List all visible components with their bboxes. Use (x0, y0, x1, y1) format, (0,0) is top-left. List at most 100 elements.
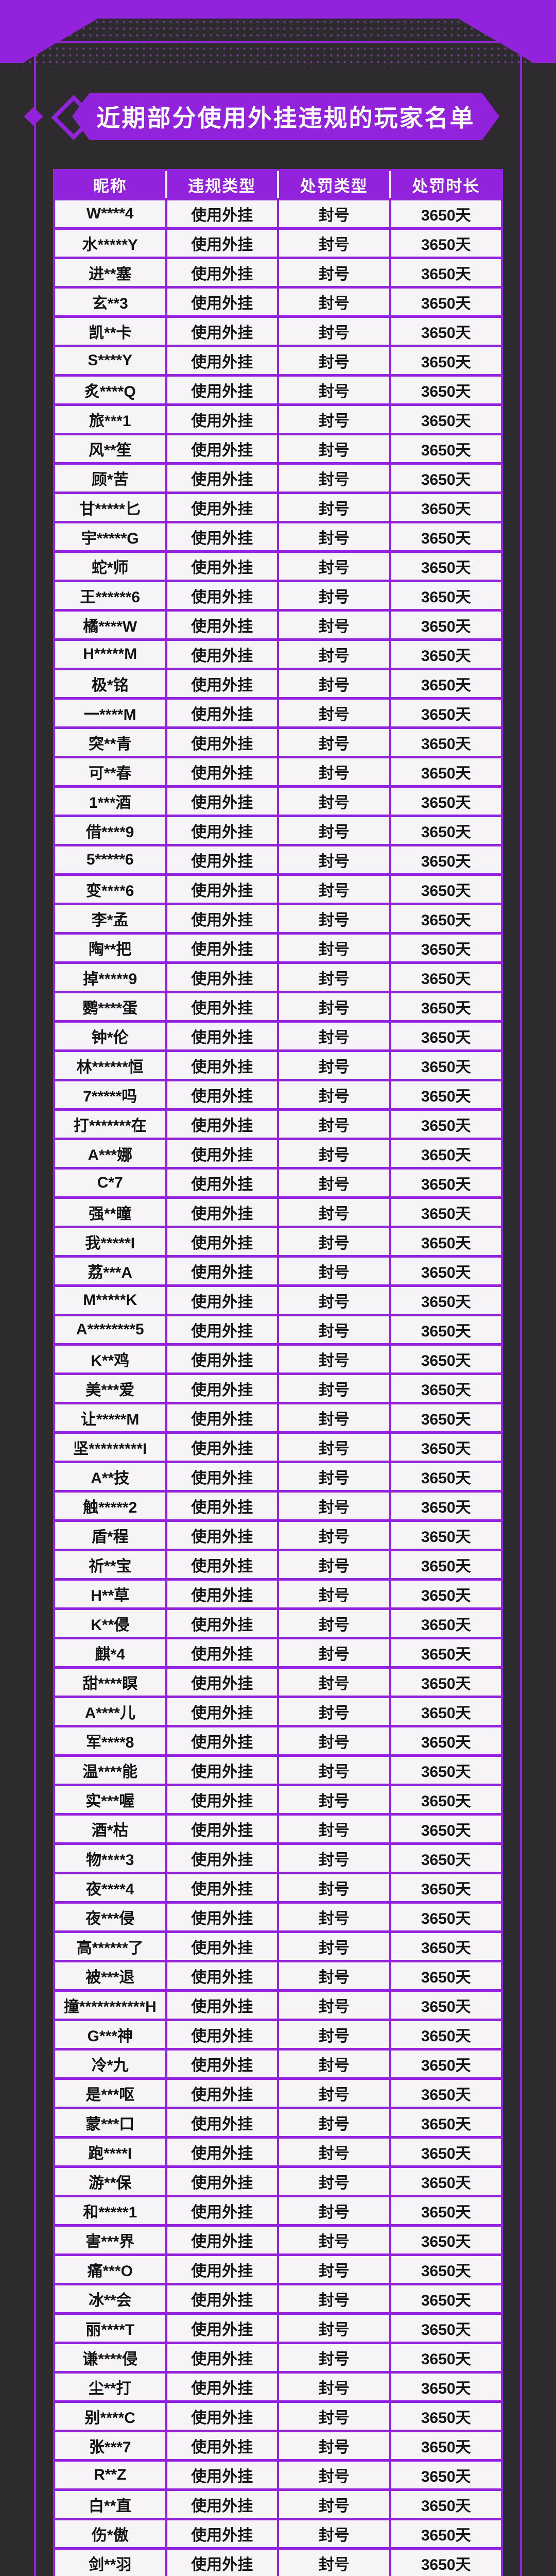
punishment-duration-cell: 3650天 (391, 318, 501, 345)
table-row: 冰**会 使用外挂 封号 3650天 (55, 2285, 501, 2312)
violation-type-cell: 使用外挂 (167, 406, 277, 433)
violation-type-cell: 使用外挂 (167, 2139, 277, 2165)
punishment-type-cell: 封号 (279, 1639, 389, 1666)
table-row: 白**直 使用外挂 封号 3650天 (55, 2491, 501, 2518)
punishment-duration-cell: 3650天 (391, 1581, 501, 1607)
nickname-cell: 顾*苦 (55, 465, 165, 492)
punishment-duration-cell: 3650天 (391, 406, 501, 433)
table-row: 丽****T 使用外挂 封号 3650天 (55, 2315, 501, 2342)
punishment-type-cell: 封号 (279, 377, 389, 403)
nickname-cell: 极*铭 (55, 670, 165, 697)
punishment-type-cell: 封号 (279, 1786, 389, 1813)
punishment-duration-cell: 3650天 (391, 1170, 501, 1196)
table-row: 钟*伦 使用外挂 封号 3650天 (55, 1023, 501, 1049)
violation-type-cell: 使用外挂 (167, 1992, 277, 2019)
table-row: A****儿 使用外挂 封号 3650天 (55, 1698, 501, 1725)
nickname-cell: 5*****6 (55, 846, 165, 873)
violation-type-cell: 使用外挂 (167, 2550, 277, 2576)
nickname-cell: 冰**会 (55, 2285, 165, 2312)
punishment-type-cell: 封号 (279, 1904, 389, 1930)
punishment-type-cell: 封号 (279, 1698, 389, 1725)
table-row: 夜****4 使用外挂 封号 3650天 (55, 1874, 501, 1901)
violation-type-cell: 使用外挂 (167, 788, 277, 815)
nickname-cell: S****Y (55, 347, 165, 374)
table-row: 让*****M 使用外挂 封号 3650天 (55, 1404, 501, 1431)
nickname-cell: 撞***********H (55, 1992, 165, 2019)
table-row: 李*孟 使用外挂 封号 3650天 (55, 905, 501, 932)
punishment-duration-cell: 3650天 (391, 200, 501, 227)
table-row: H**草 使用外挂 封号 3650天 (55, 1581, 501, 1607)
punishment-duration-cell: 3650天 (391, 2256, 501, 2283)
violation-type-cell: 使用外挂 (167, 700, 277, 726)
punishment-duration-cell: 3650天 (391, 1962, 501, 1989)
punishment-duration-cell: 3650天 (391, 1493, 501, 1519)
violation-type-cell: 使用外挂 (167, 2374, 277, 2400)
violation-type-cell: 使用外挂 (167, 993, 277, 1020)
nickname-cell: 冷*九 (55, 2050, 165, 2077)
nickname-cell: 谦****侵 (55, 2344, 165, 2371)
table-row: 凯**卡 使用外挂 封号 3650天 (55, 318, 501, 345)
punishment-type-cell: 封号 (279, 964, 389, 991)
table-row: K**侵 使用外挂 封号 3650天 (55, 1610, 501, 1637)
violation-type-cell: 使用外挂 (167, 2109, 277, 2136)
violation-type-cell: 使用外挂 (167, 1375, 277, 1402)
violation-type-cell: 使用外挂 (167, 465, 277, 492)
punishment-duration-cell: 3650天 (391, 1992, 501, 2019)
table-row: 鹦****蛋 使用外挂 封号 3650天 (55, 993, 501, 1020)
violation-type-cell: 使用外挂 (167, 1081, 277, 1108)
punishment-duration-cell: 3650天 (391, 1199, 501, 1226)
punishment-type-cell: 封号 (279, 2080, 389, 2107)
table-row: 风**笙 使用外挂 封号 3650天 (55, 435, 501, 462)
violation-type-cell: 使用外挂 (167, 964, 277, 991)
punishment-duration-cell: 3650天 (391, 494, 501, 521)
table-row: S****Y 使用外挂 封号 3650天 (55, 347, 501, 374)
punishment-duration-cell: 3650天 (391, 1933, 501, 1960)
punishment-type-cell: 封号 (279, 1404, 389, 1431)
nickname-cell: 痛***O (55, 2256, 165, 2283)
punishment-duration-cell: 3650天 (391, 2139, 501, 2165)
punishment-type-cell: 封号 (279, 2256, 389, 2283)
punishment-duration-cell: 3650天 (391, 347, 501, 374)
nickname-cell: 盾*程 (55, 1522, 165, 1549)
table-row: 突**青 使用外挂 封号 3650天 (55, 729, 501, 756)
punishment-duration-cell: 3650天 (391, 2168, 501, 2195)
table-row: 借****9 使用外挂 封号 3650天 (55, 817, 501, 844)
punishment-type-cell: 封号 (279, 200, 389, 227)
violation-type-cell: 使用外挂 (167, 523, 277, 550)
punishment-duration-cell: 3650天 (391, 2080, 501, 2107)
violation-type-cell: 使用外挂 (167, 318, 277, 345)
punishment-type-cell: 封号 (279, 494, 389, 521)
violation-type-cell: 使用外挂 (167, 1316, 277, 1343)
table-row: 祈**宝 使用外挂 封号 3650天 (55, 1551, 501, 1578)
table-row: 物****3 使用外挂 封号 3650天 (55, 1845, 501, 1872)
violation-type-cell: 使用外挂 (167, 876, 277, 903)
table-body: W****4 使用外挂 封号 3650天 水*****Y 使用外挂 封号 365… (55, 200, 501, 2576)
nickname-cell: M*****K (55, 1287, 165, 1314)
violation-type-cell: 使用外挂 (167, 1463, 277, 1490)
punishment-duration-cell: 3650天 (391, 2374, 501, 2400)
violation-type-cell: 使用外挂 (167, 846, 277, 873)
punishment-type-cell: 封号 (279, 1610, 389, 1637)
table-row: 伤*傲 使用外挂 封号 3650天 (55, 2520, 501, 2547)
nickname-cell: 别****C (55, 2403, 165, 2430)
column-header-punishment-duration: 处罚时长 (391, 171, 501, 198)
punishment-type-cell: 封号 (279, 1170, 389, 1196)
violation-type-cell: 使用外挂 (167, 289, 277, 315)
violation-type-cell: 使用外挂 (167, 1258, 277, 1284)
punishment-duration-cell: 3650天 (391, 846, 501, 873)
nickname-cell: 军****8 (55, 1727, 165, 1754)
violation-type-cell: 使用外挂 (167, 1287, 277, 1314)
violation-type-cell: 使用外挂 (167, 553, 277, 580)
violation-type-cell: 使用外挂 (167, 1962, 277, 1989)
punishment-type-cell: 封号 (279, 1845, 389, 1872)
punishment-type-cell: 封号 (279, 1316, 389, 1343)
table-row: 5*****6 使用外挂 封号 3650天 (55, 846, 501, 873)
table-row: 盾*程 使用外挂 封号 3650天 (55, 1522, 501, 1549)
punishment-type-cell: 封号 (279, 1434, 389, 1461)
punishment-duration-cell: 3650天 (391, 230, 501, 257)
nickname-cell: 林******恒 (55, 1052, 165, 1079)
nickname-cell: 害***界 (55, 2227, 165, 2253)
punishment-duration-cell: 3650天 (391, 700, 501, 726)
violation-type-cell: 使用外挂 (167, 2256, 277, 2283)
table-row: 极*铭 使用外挂 封号 3650天 (55, 670, 501, 697)
